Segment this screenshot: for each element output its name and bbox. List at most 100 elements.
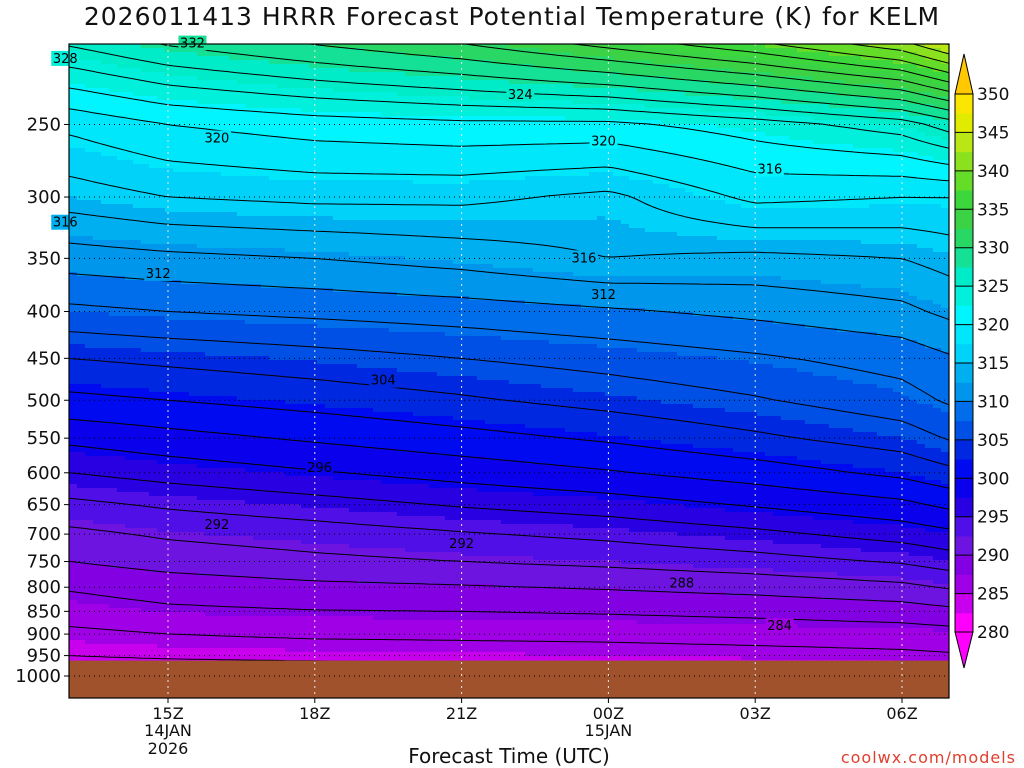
field-cell: [693, 116, 702, 121]
field-cell: [709, 84, 718, 89]
field-cell: [269, 112, 278, 117]
field-cell: [261, 152, 270, 157]
field-cell: [885, 144, 894, 149]
field-cell: [333, 156, 342, 161]
field-cell: [109, 96, 118, 101]
field-cell: [349, 164, 358, 169]
field-cell: [717, 204, 726, 209]
field-cell: [341, 44, 350, 49]
field-cell: [757, 188, 766, 193]
field-cell: [533, 204, 542, 209]
field-cell: [821, 188, 830, 193]
field-cell: [629, 100, 638, 105]
field-cell: [397, 204, 406, 209]
field-cell: [773, 100, 782, 105]
field-cell: [437, 92, 446, 97]
field-cell: [405, 92, 414, 97]
field-cell: [213, 72, 222, 77]
field-cell: [453, 76, 462, 81]
field-cell: [645, 152, 654, 157]
field-cell: [389, 184, 398, 189]
field-cell: [437, 52, 446, 57]
field-cell: [853, 208, 862, 213]
field-cell: [93, 224, 102, 229]
field-cell: [493, 176, 502, 181]
field-cell: [277, 140, 286, 145]
field-cell: [917, 60, 926, 65]
field-cell: [853, 160, 862, 165]
field-cell: [909, 92, 918, 97]
field-cell: [581, 84, 590, 89]
field-cell: [85, 108, 94, 113]
field-cell: [917, 88, 926, 93]
field-cell: [733, 212, 742, 217]
field-cell: [573, 44, 582, 49]
field-cell: [277, 72, 286, 77]
field-cell: [277, 156, 286, 161]
field-cell: [541, 152, 550, 157]
field-cell: [725, 208, 734, 213]
field-cell: [733, 216, 742, 221]
field-cell: [725, 124, 734, 129]
field-cell: [917, 144, 926, 149]
field-cell: [629, 204, 638, 209]
field-cell: [421, 184, 430, 189]
field-cell: [173, 116, 182, 121]
field-cell: [853, 196, 862, 201]
field-cell: [741, 164, 750, 169]
field-cell: [869, 216, 878, 221]
field-cell: [717, 152, 726, 157]
field-cell: [69, 136, 78, 141]
field-cell: [437, 168, 446, 173]
field-cell: [141, 96, 150, 101]
field-cell: [101, 172, 110, 177]
field-cell: [373, 96, 382, 101]
field-cell: [805, 124, 814, 129]
field-cell: [597, 76, 606, 81]
field-cell: [917, 80, 926, 85]
field-cell: [309, 76, 318, 81]
field-cell: [461, 56, 470, 61]
field-cell: [541, 148, 550, 153]
field-cell: [413, 136, 422, 141]
field-cell: [429, 176, 438, 181]
field-cell: [437, 60, 446, 65]
field-cell: [461, 152, 470, 157]
field-cell: [357, 160, 366, 165]
field-cell: [381, 212, 390, 217]
field-cell: [181, 144, 190, 149]
field-cell: [621, 44, 630, 49]
field-cell: [757, 64, 766, 69]
field-cell: [189, 180, 198, 185]
field-cell: [285, 176, 294, 181]
field-cell: [605, 108, 614, 113]
field-cell: [269, 68, 278, 73]
field-cell: [597, 160, 606, 165]
field-cell: [901, 100, 910, 105]
field-cell: [613, 152, 622, 157]
field-cell: [685, 44, 694, 49]
field-cell: [365, 196, 374, 201]
field-cell: [221, 180, 230, 185]
field-cell: [285, 64, 294, 69]
field-cell: [77, 44, 86, 49]
field-cell: [85, 188, 94, 193]
field-cell: [485, 176, 494, 181]
field-cell: [189, 220, 198, 225]
field-cell: [941, 48, 949, 53]
field-cell: [349, 72, 358, 77]
field-cell: [77, 104, 86, 109]
field-cell: [909, 220, 918, 225]
field-cell: [269, 128, 278, 133]
field-cell: [437, 148, 446, 153]
field-cell: [629, 208, 638, 213]
field-cell: [301, 144, 310, 149]
field-cell: [789, 132, 798, 137]
field-cell: [197, 180, 206, 185]
field-cell: [93, 116, 102, 121]
field-cell: [669, 108, 678, 113]
field-cell: [333, 120, 342, 125]
field-cell: [893, 56, 902, 61]
field-cell: [797, 124, 806, 129]
field-cell: [165, 168, 174, 173]
